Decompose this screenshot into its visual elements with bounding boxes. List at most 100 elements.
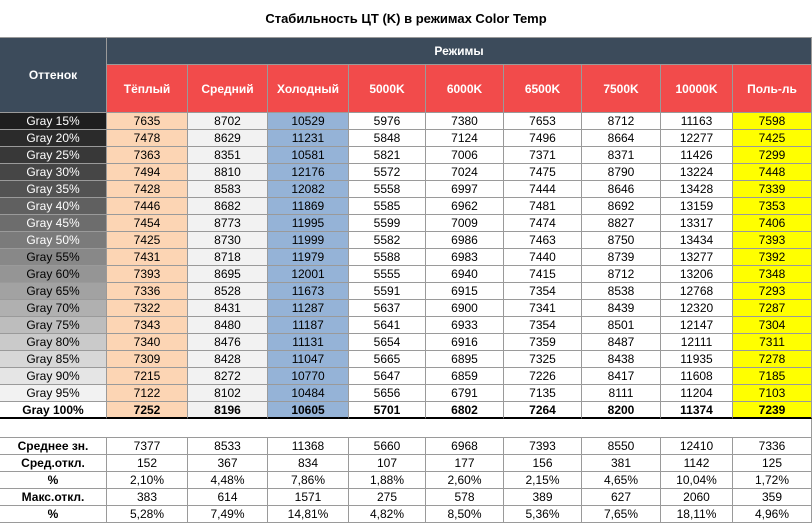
value-cell: 7239 xyxy=(733,402,812,419)
value-cell: 5588 xyxy=(349,249,426,266)
value-cell: 11995 xyxy=(268,215,349,232)
value-cell: 7024 xyxy=(426,164,504,181)
summary-cell: 1,88% xyxy=(349,472,426,489)
summary-cell: 7377 xyxy=(107,438,188,455)
value-cell: 7380 xyxy=(426,113,504,130)
value-cell: 12320 xyxy=(661,300,733,317)
summary-label: Макс.откл. xyxy=(0,489,107,506)
value-cell: 7336 xyxy=(107,283,188,300)
row-label: Gray 90% xyxy=(0,368,107,385)
value-cell: 7339 xyxy=(733,181,812,198)
value-cell: 5637 xyxy=(349,300,426,317)
summary-cell: 7393 xyxy=(504,438,582,455)
value-cell: 12111 xyxy=(661,334,733,351)
summary-label: Сред.откл. xyxy=(0,455,107,472)
summary-cell: 614 xyxy=(188,489,268,506)
summary-cell: 125 xyxy=(733,455,812,472)
value-cell: 8501 xyxy=(582,317,661,334)
row-label: Gray 65% xyxy=(0,283,107,300)
value-cell: 7371 xyxy=(504,147,582,164)
value-cell: 7392 xyxy=(733,249,812,266)
value-cell: 7653 xyxy=(504,113,582,130)
value-cell: 7103 xyxy=(733,385,812,402)
column-header: Средний xyxy=(188,65,268,113)
row-label: Gray 45% xyxy=(0,215,107,232)
value-cell: 8200 xyxy=(582,402,661,419)
value-cell: 8629 xyxy=(188,130,268,147)
value-cell: 8538 xyxy=(582,283,661,300)
value-cell: 6916 xyxy=(426,334,504,351)
column-header: Тёплый xyxy=(107,65,188,113)
summary-cell: 8,50% xyxy=(426,506,504,523)
value-cell: 11374 xyxy=(661,402,733,419)
summary-label: Среднее зн. xyxy=(0,438,107,455)
value-cell: 10529 xyxy=(268,113,349,130)
value-cell: 12082 xyxy=(268,181,349,198)
summary-cell: 383 xyxy=(107,489,188,506)
value-cell: 11999 xyxy=(268,232,349,249)
summary-cell: 389 xyxy=(504,489,582,506)
value-cell: 5647 xyxy=(349,368,426,385)
value-cell: 8480 xyxy=(188,317,268,334)
value-cell: 8431 xyxy=(188,300,268,317)
summary-cell: 359 xyxy=(733,489,812,506)
summary-cell: 5660 xyxy=(349,438,426,455)
value-cell: 7454 xyxy=(107,215,188,232)
value-cell: 8487 xyxy=(582,334,661,351)
row-label: Gray 15% xyxy=(0,113,107,130)
summary-cell: 275 xyxy=(349,489,426,506)
value-cell: 8739 xyxy=(582,249,661,266)
value-cell: 8417 xyxy=(582,368,661,385)
column-header: 5000K xyxy=(349,65,426,113)
value-cell: 13434 xyxy=(661,232,733,249)
value-cell: 11608 xyxy=(661,368,733,385)
value-cell: 7415 xyxy=(504,266,582,283)
summary-cell: 2,15% xyxy=(504,472,582,489)
value-cell: 12176 xyxy=(268,164,349,181)
summary-cell: 7,49% xyxy=(188,506,268,523)
value-cell: 7304 xyxy=(733,317,812,334)
value-cell: 6983 xyxy=(426,249,504,266)
value-cell: 5572 xyxy=(349,164,426,181)
summary-cell: 2,60% xyxy=(426,472,504,489)
value-cell: 7322 xyxy=(107,300,188,317)
value-cell: 7293 xyxy=(733,283,812,300)
summary-cell: 156 xyxy=(504,455,582,472)
row-label: Gray 55% xyxy=(0,249,107,266)
value-cell: 8272 xyxy=(188,368,268,385)
value-cell: 13224 xyxy=(661,164,733,181)
value-cell: 7278 xyxy=(733,351,812,368)
value-cell: 7428 xyxy=(107,181,188,198)
value-cell: 6997 xyxy=(426,181,504,198)
summary-cell: 834 xyxy=(268,455,349,472)
value-cell: 7340 xyxy=(107,334,188,351)
row-label: Gray 70% xyxy=(0,300,107,317)
column-header: 6000K xyxy=(426,65,504,113)
summary-cell: 1,72% xyxy=(733,472,812,489)
value-cell: 11047 xyxy=(268,351,349,368)
value-cell: 5599 xyxy=(349,215,426,232)
column-header: 10000K xyxy=(661,65,733,113)
summary-cell: 14,81% xyxy=(268,506,349,523)
value-cell: 8750 xyxy=(582,232,661,249)
summary-cell: 627 xyxy=(582,489,661,506)
column-header: 7500K xyxy=(582,65,661,113)
summary-cell: 11368 xyxy=(268,438,349,455)
value-cell: 5656 xyxy=(349,385,426,402)
summary-cell: 10,04% xyxy=(661,472,733,489)
value-cell: 5558 xyxy=(349,181,426,198)
value-cell: 7343 xyxy=(107,317,188,334)
value-cell: 10770 xyxy=(268,368,349,385)
value-cell: 8476 xyxy=(188,334,268,351)
value-cell: 7444 xyxy=(504,181,582,198)
summary-cell: 8533 xyxy=(188,438,268,455)
value-cell: 8730 xyxy=(188,232,268,249)
summary-label: % xyxy=(0,506,107,523)
value-cell: 12001 xyxy=(268,266,349,283)
value-cell: 5821 xyxy=(349,147,426,164)
value-cell: 5848 xyxy=(349,130,426,147)
value-cell: 7348 xyxy=(733,266,812,283)
value-cell: 8439 xyxy=(582,300,661,317)
value-cell: 13159 xyxy=(661,198,733,215)
